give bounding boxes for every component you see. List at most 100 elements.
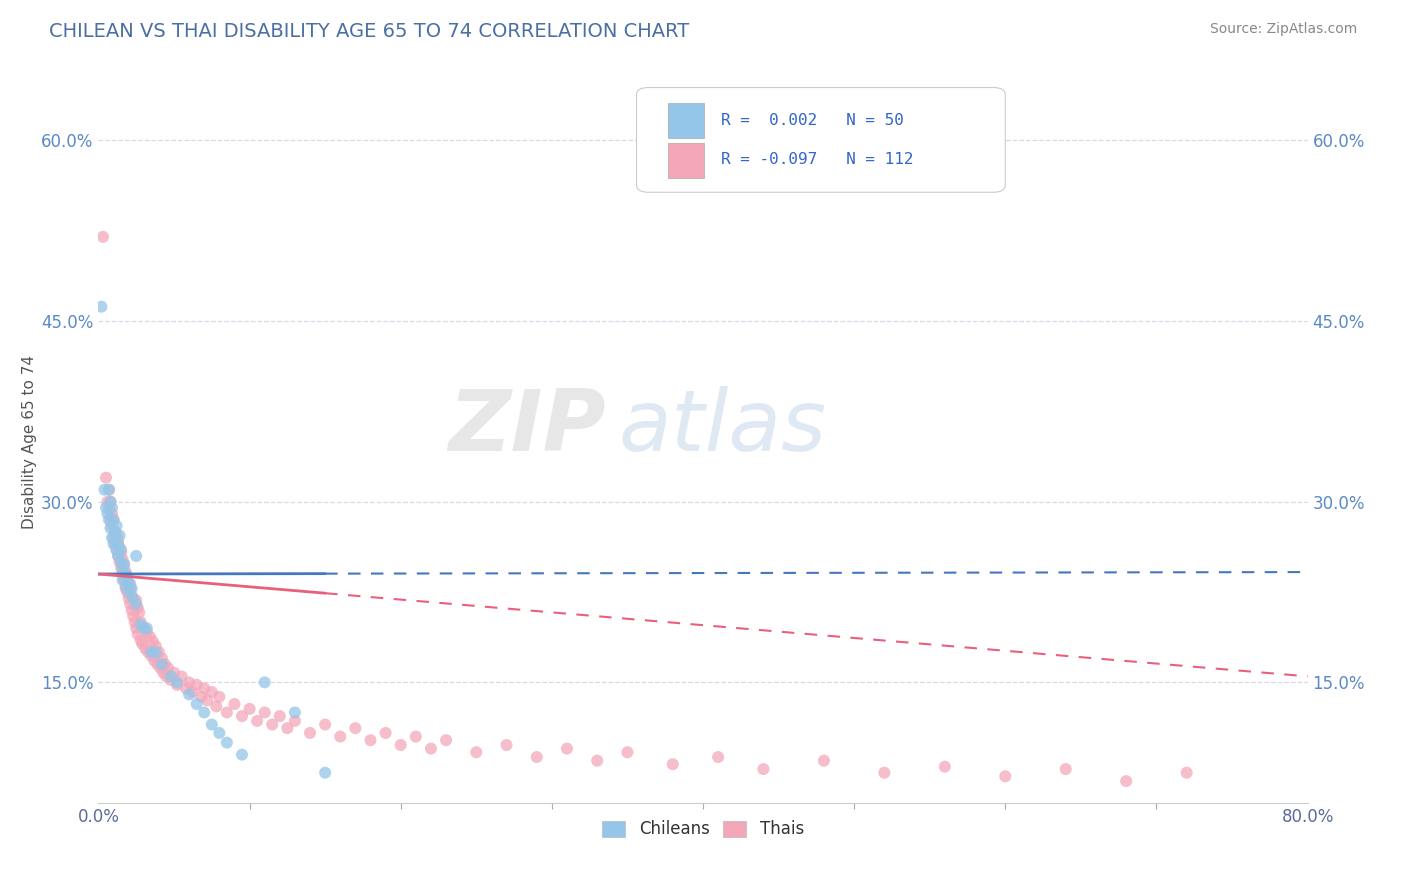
Point [813, 754, 835, 768]
Point [661, 757, 683, 772]
Point [111, 567, 134, 582]
Point [101, 507, 124, 521]
Point [129, 633, 152, 648]
Point [374, 726, 396, 740]
Point [114, 579, 136, 593]
Point [125, 597, 148, 611]
Point [193, 706, 215, 720]
Point [434, 733, 457, 747]
Point [110, 545, 132, 559]
Point [329, 730, 352, 744]
Point [93, 483, 115, 497]
Point [129, 617, 152, 632]
Point [114, 582, 136, 596]
Point [121, 603, 143, 617]
Point [994, 769, 1017, 783]
Point [111, 573, 134, 587]
Point [616, 745, 638, 759]
Legend: Chileans, Thais: Chileans, Thais [595, 814, 811, 845]
Point [107, 549, 129, 563]
Point [208, 690, 231, 704]
Point [344, 721, 367, 735]
Point [139, 630, 162, 644]
Point [215, 706, 238, 720]
Point [153, 657, 176, 672]
Point [127, 600, 149, 615]
Point [105, 518, 128, 533]
Point [314, 765, 336, 780]
Point [166, 678, 188, 692]
Point [122, 591, 145, 606]
Point [128, 606, 150, 620]
Point [156, 661, 179, 675]
Point [90, 300, 112, 314]
Point [98, 483, 121, 497]
Point [1175, 765, 1198, 780]
Point [586, 754, 609, 768]
Point [107, 533, 129, 548]
Point [122, 609, 145, 624]
Point [118, 591, 141, 606]
Point [115, 569, 138, 583]
Point [105, 542, 128, 557]
Point [150, 651, 173, 665]
Point [108, 541, 131, 555]
Text: atlas: atlas [619, 385, 827, 468]
Point [190, 690, 212, 704]
Point [246, 714, 269, 728]
Point [135, 621, 157, 635]
Point [112, 558, 135, 572]
Point [100, 513, 122, 527]
Point [179, 687, 201, 701]
Point [132, 621, 155, 635]
Point [201, 685, 224, 699]
Point [299, 726, 322, 740]
Point [239, 702, 262, 716]
Point [314, 717, 336, 731]
Point [110, 561, 132, 575]
Point [111, 552, 134, 566]
FancyBboxPatch shape [668, 103, 704, 138]
Point [101, 500, 124, 515]
Point [707, 750, 730, 764]
Point [873, 765, 896, 780]
Point [181, 685, 204, 699]
Point [136, 645, 159, 659]
Point [118, 576, 141, 591]
Point [107, 549, 129, 563]
Point [752, 762, 775, 776]
Point [107, 537, 129, 551]
Point [110, 555, 132, 569]
Point [108, 555, 131, 569]
Point [104, 524, 127, 539]
Point [120, 582, 142, 596]
Point [215, 735, 238, 749]
Point [103, 513, 125, 527]
Point [1054, 762, 1077, 776]
FancyBboxPatch shape [637, 87, 1005, 193]
Point [143, 654, 166, 668]
Point [145, 639, 167, 653]
Point [150, 657, 173, 672]
Point [110, 542, 132, 557]
Point [96, 494, 118, 508]
Point [94, 500, 117, 515]
Point [253, 706, 276, 720]
Point [103, 513, 125, 527]
Point [118, 585, 141, 599]
Point [141, 645, 163, 659]
Text: ZIP: ZIP [449, 385, 606, 468]
Point [111, 561, 134, 575]
Point [155, 669, 177, 683]
Point [934, 760, 956, 774]
Point [103, 537, 125, 551]
Point [195, 693, 218, 707]
Point [131, 637, 153, 651]
Point [125, 593, 148, 607]
Point [134, 641, 156, 656]
Point [145, 645, 167, 659]
Point [465, 745, 488, 759]
Point [121, 589, 143, 603]
Point [284, 706, 307, 720]
Point [276, 721, 298, 735]
